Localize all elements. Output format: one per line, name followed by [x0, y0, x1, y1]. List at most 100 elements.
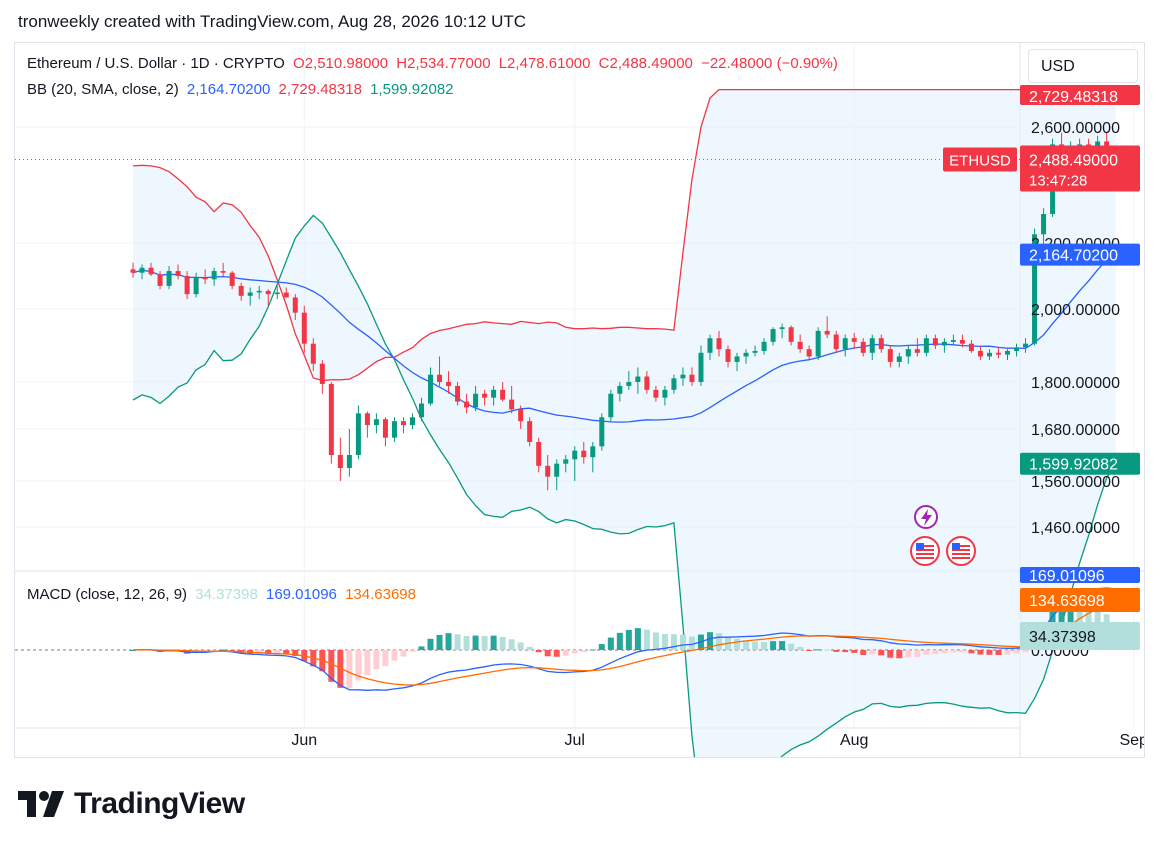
candle-body [680, 374, 686, 379]
bb-basis-value: 2,164.70200 [186, 81, 271, 98]
macd-histogram-bar [851, 650, 858, 653]
bb-lower-line [132, 214, 1117, 757]
macd-histogram-bar [770, 641, 777, 650]
macd-line-value: 169.01096 [265, 586, 337, 603]
candle-body [725, 349, 731, 362]
flag-stripe [916, 549, 934, 551]
macd-line [132, 587, 1116, 691]
symbol-tag-bg [943, 147, 1017, 172]
macd-histogram-bar [229, 650, 236, 651]
candle-body [130, 269, 136, 273]
candle-body [455, 385, 461, 402]
flag-canton [952, 543, 960, 550]
macd-histogram-bar [833, 650, 840, 652]
candle-body [734, 356, 740, 362]
flag-stripe [952, 553, 970, 555]
candle-body [599, 417, 605, 447]
macd-histogram-bar [688, 636, 695, 650]
candle-body [473, 393, 479, 408]
candle-body [184, 276, 190, 295]
candle-body [842, 338, 848, 350]
candle-body [824, 330, 830, 335]
candle-body [229, 272, 235, 286]
candle-body [986, 352, 992, 357]
macd-histogram-bar [679, 634, 686, 650]
macd-histogram-bar [634, 628, 641, 650]
candle-body [635, 376, 641, 382]
last-price-tag [1020, 145, 1140, 192]
candle-body [500, 389, 506, 400]
candle-body [941, 341, 947, 346]
candle-body [418, 403, 424, 418]
candle-body [274, 292, 280, 295]
candle-body [932, 338, 938, 346]
tradingview-wordmark: TradingView [74, 787, 245, 820]
candle-body [400, 421, 406, 426]
candle-body [914, 349, 920, 353]
macd-histogram-bar [968, 650, 975, 654]
candle-body [166, 271, 172, 286]
y-tick-label: 2,600.00000 [1031, 120, 1120, 137]
candle-body [220, 271, 226, 273]
macd-histogram-bar [905, 650, 912, 658]
macd-histogram-bar [346, 650, 353, 688]
created-by-text: tronweekly created with TradingView.com,… [18, 12, 527, 31]
bb-upper-value: 2,729.48318 [278, 81, 362, 98]
candle-body [319, 363, 325, 384]
currency-button[interactable]: USD [1028, 49, 1138, 83]
macd-histogram-bar [1004, 650, 1011, 655]
macd-histogram-bar [544, 650, 551, 657]
bb-upper-price-tag [1020, 85, 1140, 105]
macd-histogram-bar [806, 650, 813, 651]
bb-lower-price-tag [1020, 452, 1140, 475]
candle-body [175, 271, 181, 276]
macd-histogram-bar [427, 638, 434, 650]
candle-body [788, 327, 794, 342]
candle-body [689, 374, 695, 382]
y-tick-label: 1,800.00000 [1031, 375, 1120, 392]
candle-body [995, 352, 1001, 355]
price-chart-svg[interactable]: 2,600.000002,200.000002,000.000001,800.0… [15, 43, 1145, 758]
candle-body [283, 292, 289, 298]
candle-body [247, 292, 253, 296]
candle-body [905, 349, 911, 357]
macd-histogram-bar [959, 650, 966, 653]
macd-histogram-bar [220, 649, 227, 651]
candle-body [554, 463, 560, 477]
candle-body [644, 376, 650, 390]
candle-body [301, 312, 307, 344]
candle-body [157, 274, 163, 286]
candle-body [292, 297, 298, 313]
y-tick-label: 2,000.00000 [1031, 302, 1120, 319]
chart-frame[interactable]: 2,600.000002,200.000002,000.000001,800.0… [14, 42, 1145, 758]
macd-histogram-bar [364, 650, 371, 676]
candle-body [896, 356, 902, 362]
macd-hist-value: 34.37398 [195, 586, 258, 603]
candle-body [653, 389, 659, 398]
macd-histogram-bar [896, 650, 903, 659]
candle-body [545, 465, 551, 477]
macd-histogram-bar [499, 636, 506, 650]
macd-histogram-bar [887, 650, 894, 658]
flag-stripe [952, 545, 970, 547]
y-tick-label: 1,680.00000 [1031, 422, 1120, 439]
candle-body [572, 450, 578, 460]
candle-body [626, 382, 632, 386]
macd-histogram-bar [598, 644, 605, 650]
candle-body [608, 393, 614, 418]
bb-upper-line [132, 88, 1116, 382]
candle-body [833, 334, 839, 350]
macd-histogram-bar [373, 650, 380, 670]
macd-histogram-bar [418, 646, 425, 650]
macd-histogram-bar [256, 650, 263, 654]
macd-histogram-bar [355, 650, 362, 681]
bb-basis-line [132, 254, 1117, 423]
macd-line-price-tag [1020, 567, 1140, 583]
candle-body [779, 327, 785, 330]
macd-histogram-bar [409, 650, 416, 652]
candle-body [887, 349, 893, 362]
macd-histogram-bar [508, 639, 515, 650]
candle-body [770, 329, 776, 342]
candle-body [491, 389, 497, 398]
candle-body [590, 446, 596, 458]
